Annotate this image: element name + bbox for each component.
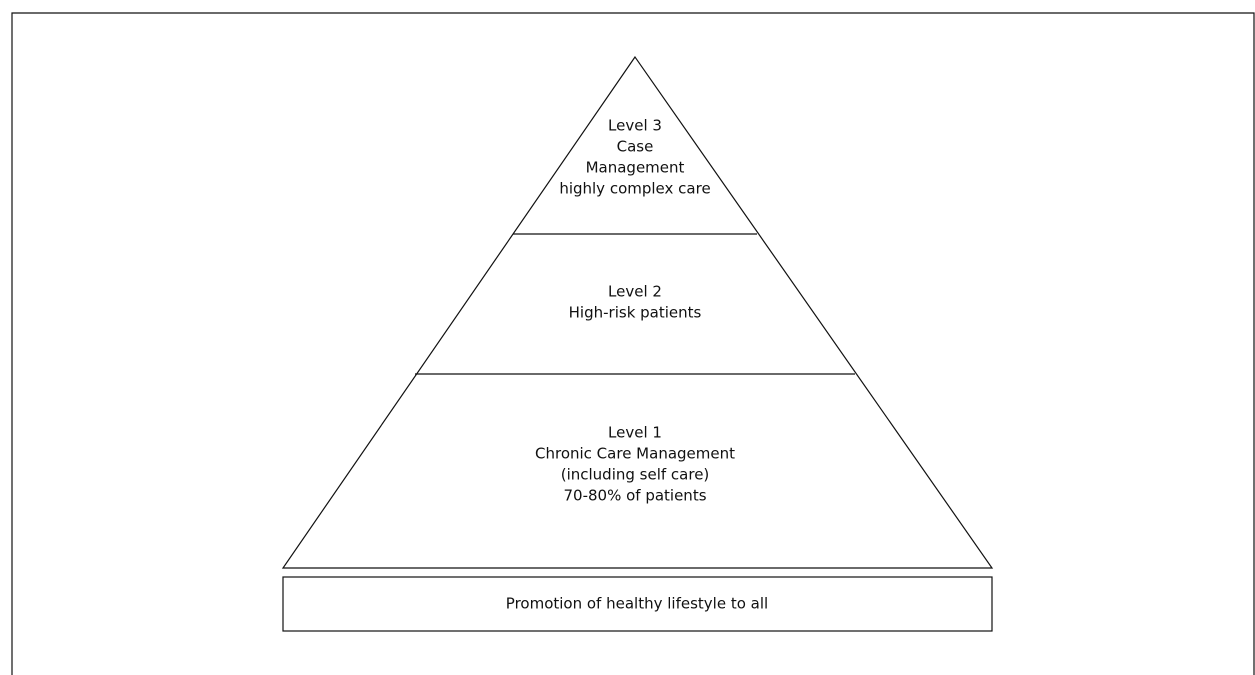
level-text: Case — [617, 138, 654, 156]
level-text: Chronic Care Management — [535, 445, 735, 463]
level-text: Management — [586, 159, 685, 177]
level-text: Level 1 — [608, 424, 662, 442]
level-text: High-risk patients — [569, 304, 702, 322]
frame — [11, 12, 1255, 675]
pyramid — [281, 55, 994, 569]
level-text: highly complex care — [559, 180, 710, 198]
base-label: Promotion of healthy lifestyle to all — [506, 595, 768, 613]
level-text: Level 3 — [608, 117, 662, 135]
level-text: 70-80% of patients — [563, 487, 706, 505]
level-text: (including self care) — [561, 466, 710, 484]
base-box — [282, 576, 993, 632]
level-text: Level 2 — [608, 283, 662, 301]
